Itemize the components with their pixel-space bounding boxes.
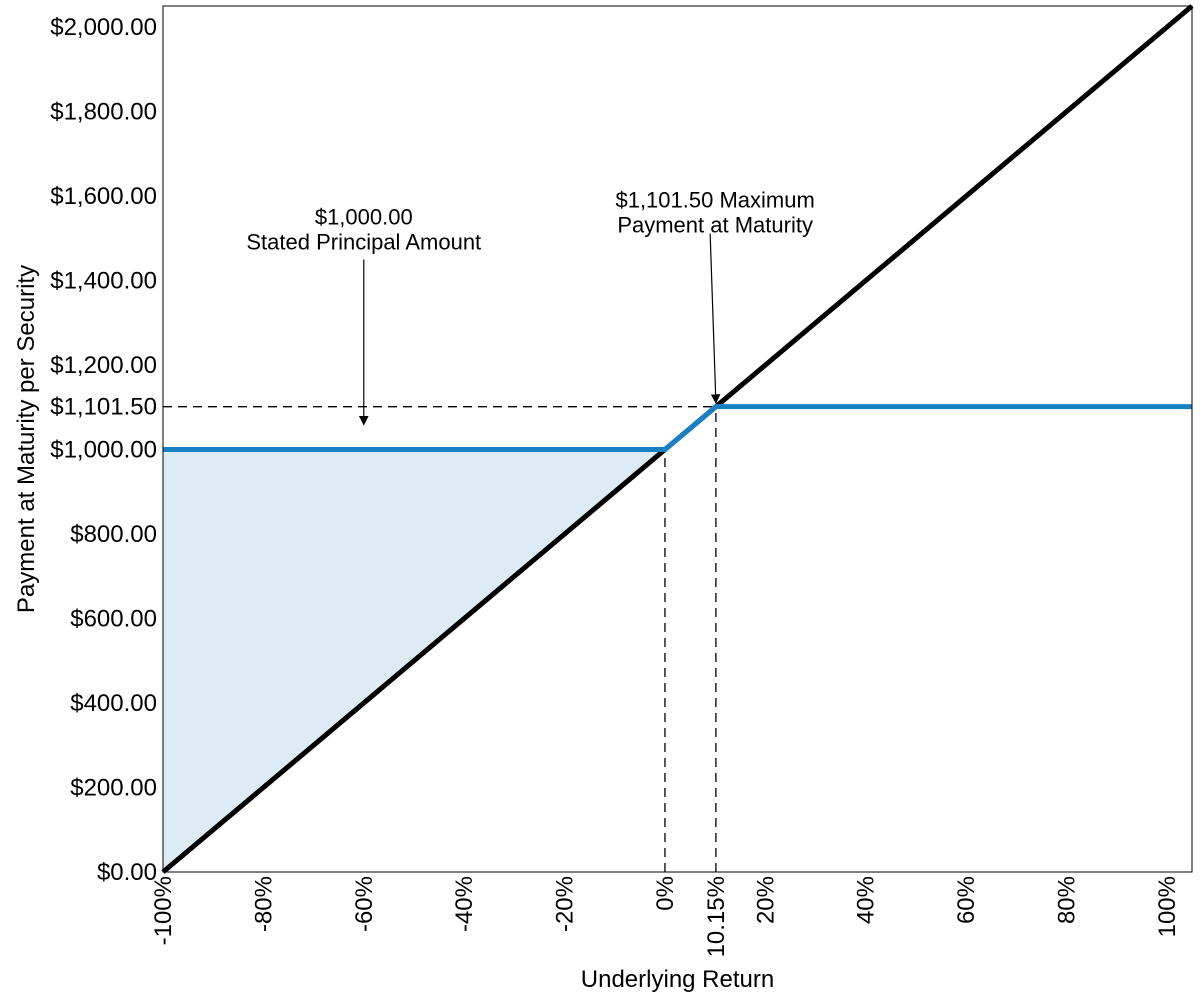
y-tick-label: $1,200.00 <box>50 352 157 379</box>
y-tick-label: $1,400.00 <box>50 268 157 295</box>
x-tick-label: 80% <box>1054 876 1081 924</box>
y-tick-label: $1,600.00 <box>50 183 157 210</box>
annotation-text: Stated Principal Amount <box>246 229 481 254</box>
y-tick-label: $600.00 <box>70 606 157 633</box>
x-tick-label: 100% <box>1154 876 1181 937</box>
y-tick-label: $200.00 <box>70 775 157 802</box>
y-tick-label: $400.00 <box>70 690 157 717</box>
annotation-text: $1,000.00 <box>315 204 413 229</box>
y-tick-label: $2,000.00 <box>50 14 157 41</box>
y-tick-label: $800.00 <box>70 521 157 548</box>
x-tick-label: 20% <box>752 876 779 924</box>
x-tick-label: 10.15% <box>703 876 730 957</box>
annotation-text: Payment at Maturity <box>617 213 813 238</box>
annotation-arrow <box>709 233 721 404</box>
x-axis-label: Underlying Return <box>581 966 774 993</box>
y-tick-label: $1,101.50 <box>50 394 157 421</box>
x-tick-label: -60% <box>351 876 378 932</box>
plot-frame <box>162 5 1193 873</box>
y-tick-label: $1,000.00 <box>50 437 157 464</box>
y-tick-label: $0.00 <box>97 859 157 886</box>
y-tick-label: $1,800.00 <box>50 99 157 126</box>
y-axis-label: Payment at Maturity per Security <box>13 265 40 613</box>
reference-lines-layer <box>163 406 717 872</box>
annotation-text: $1,101.50 Maximum <box>615 188 814 213</box>
series-line-payment <box>163 404 1192 453</box>
x-tick-labels: -100% -80% -60% -40% -20% 0% 10.15% 20% 40% 60% 80… <box>150 876 1181 957</box>
x-tick-label: -20% <box>552 876 579 932</box>
x-tick-label: 60% <box>953 876 980 924</box>
x-tick-label: -40% <box>451 876 478 932</box>
y-tick-labels: $0.00 $200.00 $400.00 $600.00 $800.00 $1,000.… <box>50 14 157 886</box>
x-tick-label: 40% <box>853 876 880 924</box>
x-tick-label: 0% <box>652 876 679 911</box>
series-layer <box>161 4 1194 874</box>
x-tick-label: -80% <box>250 876 277 932</box>
x-tick-label: -100% <box>150 876 177 945</box>
